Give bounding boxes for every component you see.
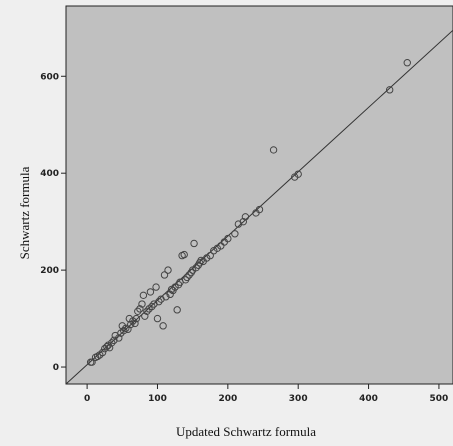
x-tick-label: 0 — [84, 394, 90, 404]
data-point — [190, 239, 198, 248]
data-point — [153, 314, 162, 323]
data-points — [86, 59, 411, 366]
data-point — [139, 291, 148, 300]
data-point — [164, 266, 172, 274]
data-point — [98, 348, 107, 357]
data-point — [173, 306, 181, 314]
data-point — [131, 319, 139, 328]
data-point — [255, 205, 264, 214]
data-point — [155, 297, 163, 306]
data-point — [294, 170, 302, 178]
x-axis-title: Updated Schwartz formula — [176, 424, 316, 439]
x-tick-label: 500 — [430, 394, 449, 404]
data-point — [241, 213, 250, 221]
x-tick-label: 100 — [148, 394, 167, 404]
data-point — [224, 234, 232, 243]
data-point — [119, 326, 128, 335]
data-point — [138, 300, 146, 308]
data-point — [93, 352, 102, 361]
x-axis-ticks: 0 100 200 300 400 500 — [84, 384, 448, 404]
y-tick-label: 600 — [40, 72, 59, 82]
data-point — [231, 230, 239, 238]
x-tick-label: 400 — [359, 394, 378, 404]
data-point — [183, 273, 191, 282]
data-point — [160, 271, 169, 279]
data-point — [115, 334, 123, 342]
data-point — [192, 263, 200, 272]
data-point — [159, 322, 167, 330]
data-point — [403, 59, 411, 67]
x-tick-label: 200 — [218, 394, 237, 404]
data-point — [143, 307, 151, 316]
data-point — [152, 283, 160, 291]
y-axis-title: Schwartz formula — [17, 166, 32, 259]
data-point — [185, 271, 193, 279]
fit-line — [65, 29, 453, 385]
data-point — [141, 312, 149, 320]
data-point — [132, 314, 141, 323]
fit-line-layer — [65, 29, 453, 385]
y-tick-label: 0 — [53, 363, 59, 373]
data-point — [146, 288, 155, 296]
x-tick-label: 300 — [289, 394, 308, 404]
y-tick-label: 400 — [40, 169, 59, 179]
data-point — [108, 339, 116, 347]
data-point — [269, 146, 278, 154]
data-point — [206, 251, 214, 260]
data-point — [162, 293, 170, 301]
y-axis-ticks: 0 200 400 600 — [40, 72, 66, 373]
data-point — [136, 305, 144, 313]
data-point — [239, 217, 248, 226]
data-point — [148, 302, 156, 311]
data-point — [105, 343, 114, 352]
y-tick-label: 200 — [40, 266, 59, 276]
data-point — [134, 307, 142, 316]
data-point — [385, 86, 394, 94]
data-point — [88, 358, 96, 366]
data-point — [180, 250, 188, 259]
